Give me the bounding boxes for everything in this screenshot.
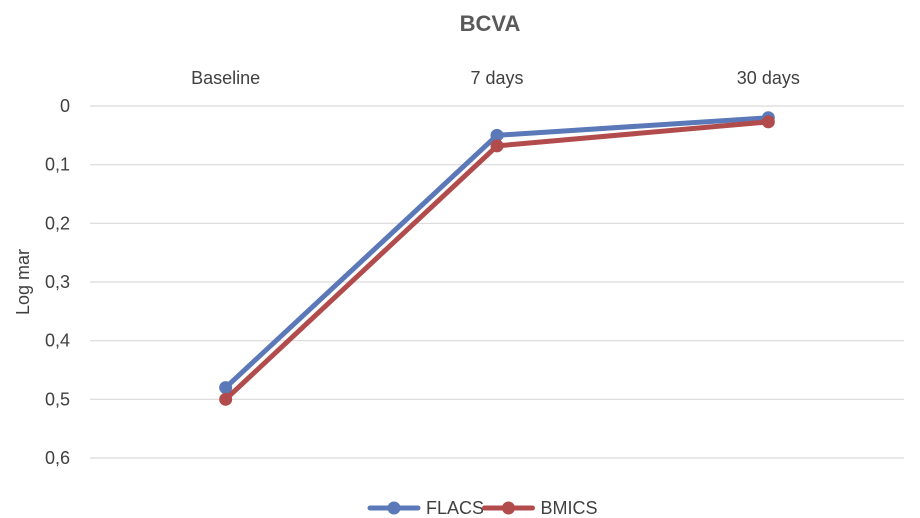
data-series [219, 111, 775, 406]
data-point [761, 115, 775, 129]
x-tick-label: Baseline [191, 68, 260, 88]
legend-item: BMICS [482, 498, 598, 518]
series-bmics [219, 115, 775, 406]
data-point [219, 392, 233, 406]
y-tick-label: 0,2 [45, 213, 70, 233]
legend-label: FLACS [426, 498, 484, 518]
data-point [490, 139, 504, 153]
x-tick-label: 30 days [737, 68, 800, 88]
legend-item: FLACS [367, 498, 484, 518]
y-tick-label: 0,1 [45, 155, 70, 175]
x-tick-label: 7 days [470, 68, 523, 88]
y-tick-label: 0,5 [45, 389, 70, 409]
data-point [219, 381, 233, 395]
legend-marker [387, 501, 401, 515]
data-point [490, 128, 504, 142]
legend: FLACS BMICS [367, 498, 598, 518]
x-axis-tick-labels: Baseline 7 days 30 days [191, 68, 800, 88]
chart-title: BCVA [460, 11, 521, 36]
legend-label: BMICS [541, 498, 598, 518]
series-line [223, 115, 771, 391]
y-axis-label: Log mar [13, 249, 33, 315]
y-axis-tick-labels: 0 0,1 0,2 0,3 0,4 0,5 0,6 [45, 96, 70, 468]
y-tick-label: 0,4 [45, 331, 70, 351]
gridlines [90, 105, 904, 459]
y-tick-label: 0 [60, 96, 70, 116]
y-tick-label: 0,6 [45, 448, 70, 468]
series-flacs [219, 111, 775, 395]
y-tick-label: 0,3 [45, 272, 70, 292]
legend-marker [502, 501, 515, 515]
series-line [223, 119, 771, 402]
